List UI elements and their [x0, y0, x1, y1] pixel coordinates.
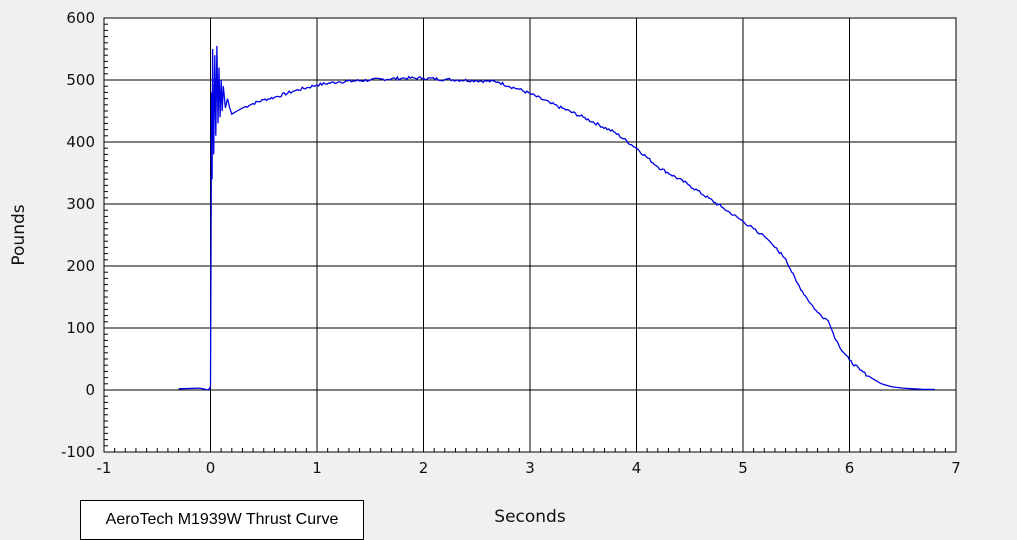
x-tick-label: 4 [632, 459, 642, 477]
grid [103, 17, 957, 453]
y-tick-label: 0 [85, 381, 95, 399]
y-tick-label: 600 [66, 9, 95, 27]
x-tick-label: 3 [525, 459, 535, 477]
thrust-series-line [178, 45, 935, 391]
x-tick-labels: -1 0 1 2 3 4 5 6 7 [97, 459, 961, 477]
chart-caption: AeroTech M1939W Thrust Curve [80, 500, 364, 540]
y-tick-label: 300 [66, 195, 95, 213]
y-tick-labels: 600 500 400 300 200 100 0 -100 [61, 9, 95, 461]
x-tick-label: 5 [738, 459, 748, 477]
minor-ticks [103, 17, 957, 453]
x-tick-label: 0 [206, 459, 216, 477]
x-tick-label: -1 [97, 459, 112, 477]
y-tick-label: -100 [61, 443, 95, 461]
x-axis-title: Seconds [494, 507, 566, 527]
x-tick-label: 1 [312, 459, 322, 477]
y-tick-label: 200 [66, 257, 95, 275]
y-tick-label: 500 [66, 71, 95, 89]
x-tick-label: 2 [419, 459, 429, 477]
y-tick-label: 100 [66, 319, 95, 337]
x-tick-label: 6 [845, 459, 855, 477]
y-axis-title: Pounds [9, 204, 29, 265]
y-tick-label: 400 [66, 133, 95, 151]
x-tick-label: 7 [951, 459, 961, 477]
